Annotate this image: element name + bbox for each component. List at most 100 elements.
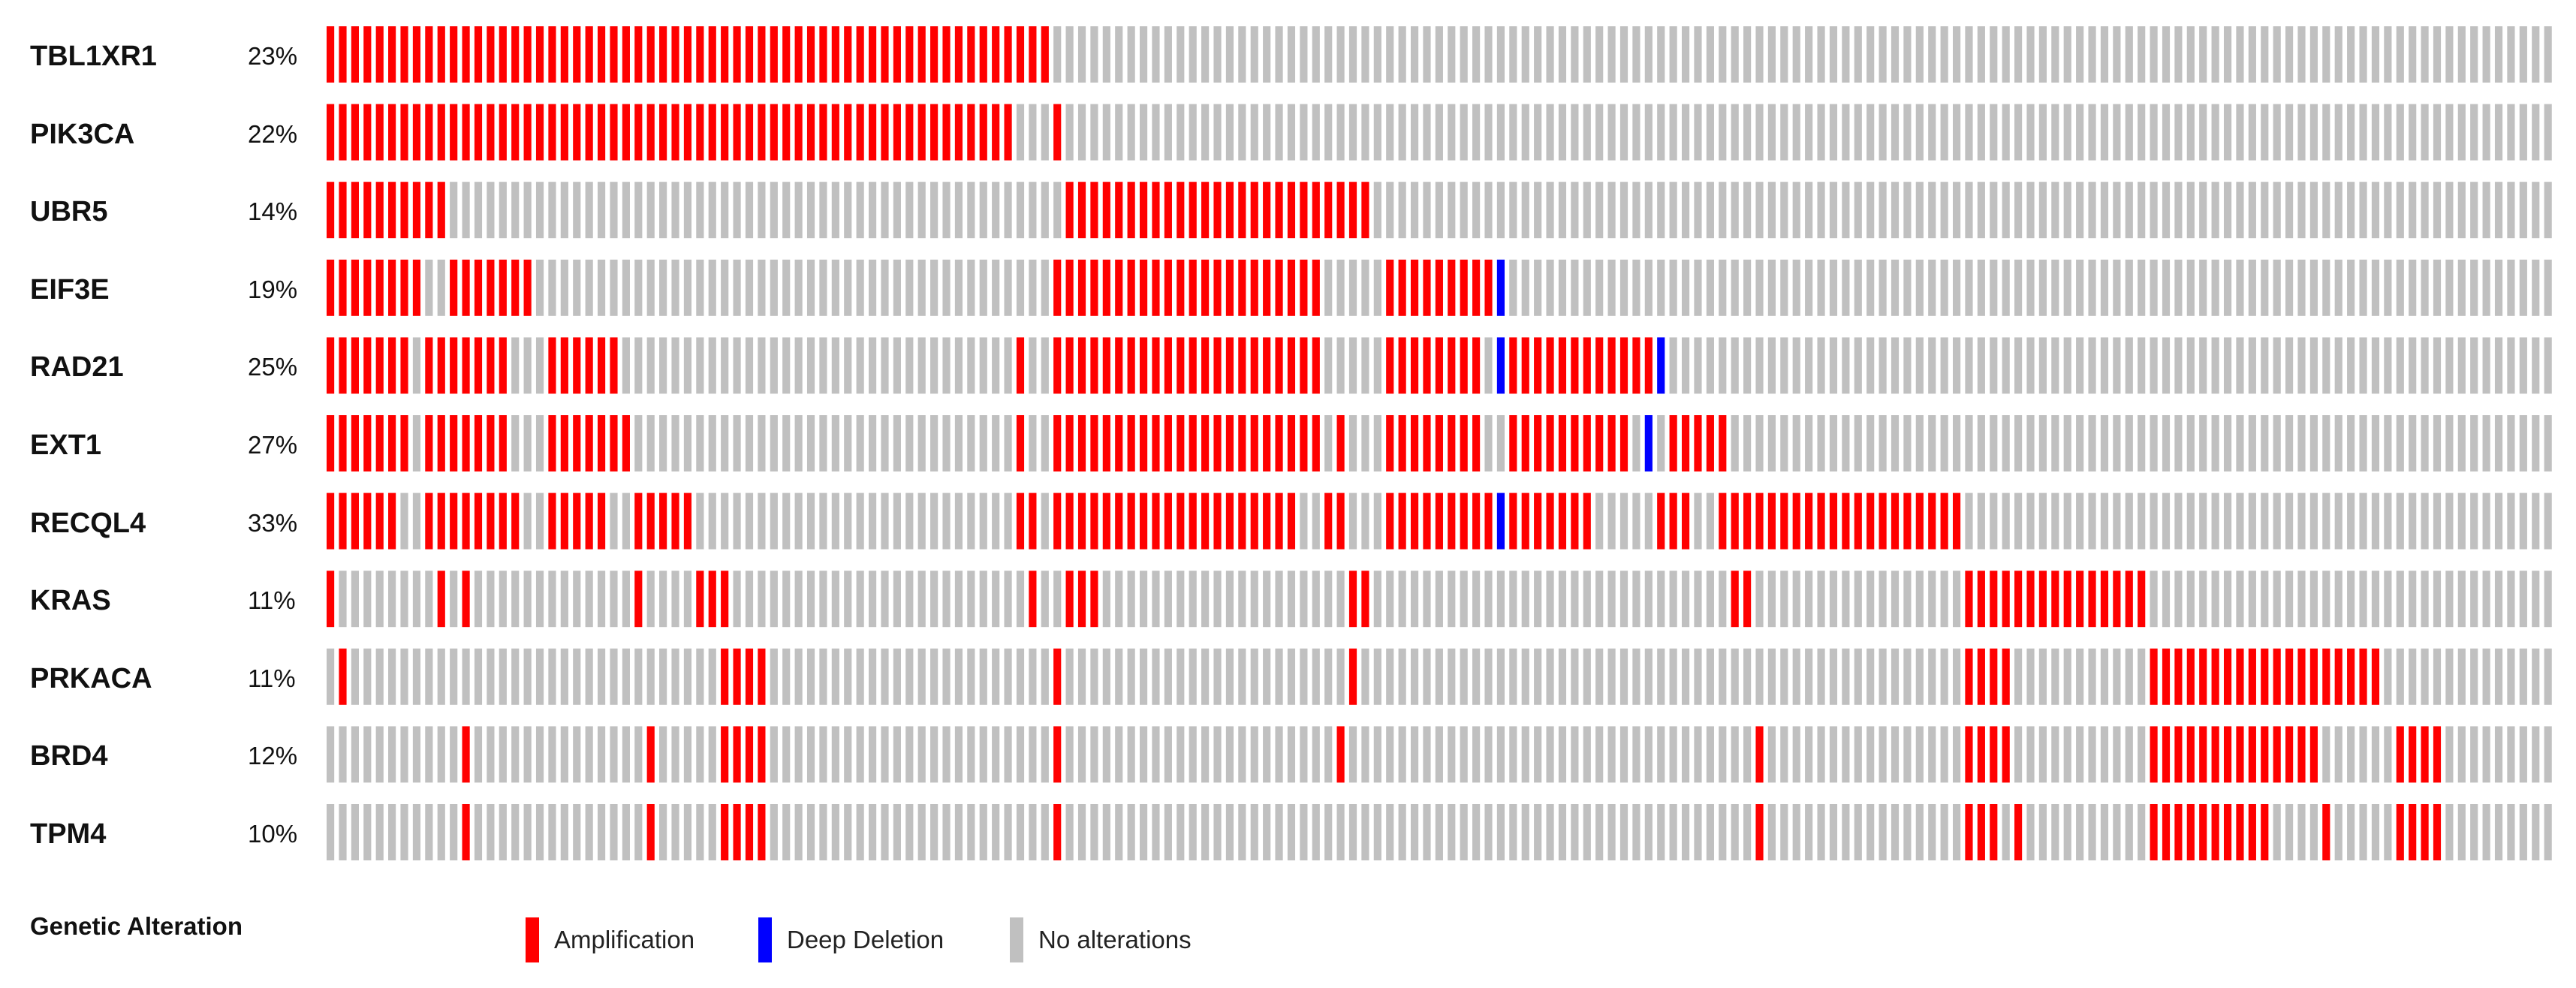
sample-cell-no-alteration: [1324, 337, 1333, 394]
sample-cell-no-alteration: [733, 571, 741, 628]
sample-cell-amplification: [758, 104, 766, 161]
sample-cell-no-alteration: [1755, 26, 1764, 83]
sample-cell-no-alteration: [1891, 337, 1900, 394]
sample-cell-amplification: [1484, 259, 1493, 316]
sample-cell-amplification: [1460, 415, 1468, 471]
sample-cell-no-alteration: [2248, 259, 2256, 316]
sample-cell-no-alteration: [1300, 26, 1308, 83]
sample-cell-no-alteration: [819, 492, 827, 550]
sample-cell-no-alteration: [2433, 182, 2442, 239]
sample-cell-no-alteration: [1213, 571, 1222, 628]
sample-cell-amplification: [1250, 415, 1258, 471]
sample-cell-amplification: [1213, 492, 1222, 550]
sample-cell-no-alteration: [2322, 182, 2330, 239]
sample-cell-no-alteration: [881, 804, 889, 860]
sample-cell-no-alteration: [1817, 415, 1825, 471]
sample-cell-no-alteration: [1928, 104, 1936, 161]
sample-cell-no-alteration: [1657, 804, 1665, 860]
sample-cell-no-alteration: [1731, 182, 1739, 239]
sample-cell-amplification: [2002, 648, 2010, 705]
sample-cell-no-alteration: [1854, 415, 1862, 471]
sample-cell-amplification: [1201, 259, 1210, 316]
sample-cell-no-alteration: [2063, 415, 2071, 471]
sample-cell-no-alteration: [2532, 26, 2540, 83]
sample-cell-amplification: [2150, 804, 2158, 860]
sample-cell-no-alteration: [2519, 415, 2527, 471]
sample-cell-no-alteration: [954, 415, 963, 471]
sample-cell-no-alteration: [905, 259, 914, 316]
sample-cell-no-alteration: [967, 337, 975, 394]
sample-cell-no-alteration: [1373, 726, 1381, 783]
sample-cell-amplification: [1977, 571, 1985, 628]
sample-cell-no-alteration: [1915, 182, 1924, 239]
sample-cell-no-alteration: [1287, 648, 1296, 705]
sample-cell-no-alteration: [868, 182, 877, 239]
sample-cell-no-alteration: [1619, 804, 1628, 860]
sample-cell-no-alteration: [2445, 26, 2454, 83]
sample-cell-amplification: [758, 804, 766, 860]
sample-cell-no-alteration: [1373, 337, 1381, 394]
sample-cell-no-alteration: [2199, 182, 2207, 239]
sample-cell-no-alteration: [881, 571, 889, 628]
sample-cell-amplification: [1177, 492, 1185, 550]
sample-cell-no-alteration: [831, 648, 839, 705]
sample-cell-no-alteration: [745, 415, 754, 471]
gene-label-pik3ca: PIK3CA: [30, 118, 135, 150]
sample-cell-amplification: [782, 26, 791, 83]
sample-cell-no-alteration: [2507, 492, 2515, 550]
sample-cell-no-alteration: [2261, 415, 2269, 471]
sample-cell-no-alteration: [659, 571, 667, 628]
sample-cell-no-alteration: [1805, 259, 1813, 316]
sample-cell-no-alteration: [1053, 182, 1062, 239]
gene-row-pik3ca: [327, 104, 2552, 161]
legend-title: Genetic Alteration: [30, 912, 243, 940]
sample-cell-no-alteration: [363, 648, 372, 705]
sample-cell-no-alteration: [2199, 571, 2207, 628]
sample-cell-amplification: [1448, 337, 1456, 394]
sample-cell-no-alteration: [1854, 26, 1862, 83]
sample-cell-no-alteration: [1361, 804, 1369, 860]
sample-cell-no-alteration: [2186, 182, 2195, 239]
gene-label-tpm4: TPM4: [30, 818, 107, 850]
sample-cell-no-alteration: [2470, 804, 2478, 860]
sample-cell-no-alteration: [1213, 648, 1222, 705]
sample-cell-no-alteration: [2138, 726, 2146, 783]
sample-cell-no-alteration: [1177, 26, 1185, 83]
sample-cell-no-alteration: [2359, 804, 2367, 860]
sample-cell-no-alteration: [1348, 26, 1357, 83]
sample-cell-no-alteration: [1854, 648, 1862, 705]
sample-cell-amplification: [1990, 804, 1998, 860]
sample-cell-no-alteration: [917, 337, 926, 394]
sample-cell-amplification: [437, 104, 445, 161]
sample-cell-no-alteration: [2236, 104, 2244, 161]
sample-cell-no-alteration: [2100, 648, 2109, 705]
sample-cell-no-alteration: [1090, 648, 1098, 705]
sample-cell-no-alteration: [1607, 571, 1616, 628]
sample-cell-no-alteration: [1731, 104, 1739, 161]
sample-cell-amplification: [2433, 804, 2442, 860]
sample-cell-no-alteration: [2507, 337, 2515, 394]
sample-cell-amplification: [1435, 415, 1443, 471]
sample-cell-amplification: [363, 26, 372, 83]
sample-cell-no-alteration: [2421, 492, 2429, 550]
sample-cell-no-alteration: [610, 726, 618, 783]
sample-cell-no-alteration: [819, 415, 827, 471]
sample-cell-no-alteration: [1238, 726, 1246, 783]
sample-cell-no-alteration: [1521, 26, 1529, 83]
sample-cell-no-alteration: [2174, 492, 2183, 550]
sample-cell-no-alteration: [2038, 337, 2047, 394]
sample-cell-no-alteration: [1595, 104, 1604, 161]
sample-cell-amplification: [1225, 415, 1234, 471]
sample-cell-amplification: [1053, 648, 1062, 705]
sample-cell-amplification: [1423, 259, 1431, 316]
sample-cell-no-alteration: [1423, 26, 1431, 83]
sample-cell-amplification: [2433, 726, 2442, 783]
sample-cell-no-alteration: [2309, 415, 2318, 471]
sample-cell-amplification: [733, 804, 741, 860]
sample-cell-no-alteration: [1534, 104, 1542, 161]
sample-cell-no-alteration: [2186, 492, 2195, 550]
sample-cell-no-alteration: [610, 259, 618, 316]
sample-cell-no-alteration: [1595, 571, 1604, 628]
sample-cell-amplification: [1484, 492, 1493, 550]
sample-cell-no-alteration: [868, 492, 877, 550]
